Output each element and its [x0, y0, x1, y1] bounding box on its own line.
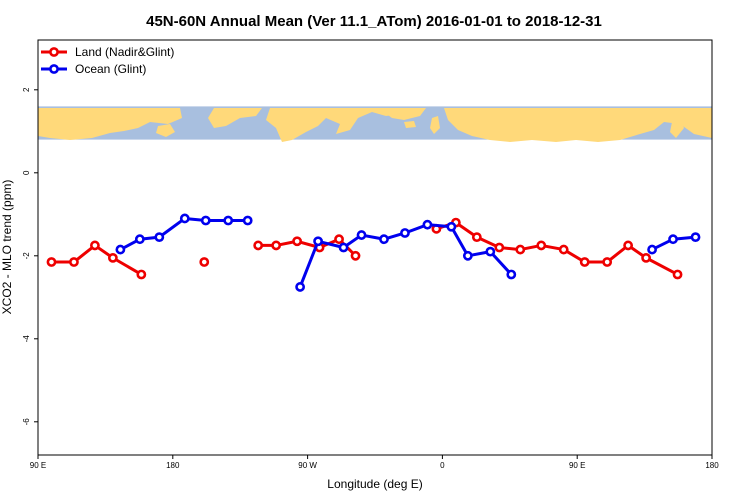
- x-tick-label: 180: [705, 461, 719, 470]
- series-layer: [46, 213, 701, 292]
- data-point-land: [623, 240, 634, 251]
- legend-marker-ocean: [49, 64, 59, 74]
- data-point-ocean: [446, 221, 457, 232]
- y-tick-label: 2: [22, 87, 31, 92]
- data-point-ocean: [338, 242, 349, 253]
- chart-title: 45N-60N Annual Mean (Ver 11.1_ATom) 2016…: [146, 13, 602, 30]
- x-tick-label: 180: [166, 461, 180, 470]
- legend: Land (Nadir&Glint) Ocean (Glint): [41, 45, 174, 76]
- x-axis-title: Longitude (deg E): [327, 477, 422, 491]
- data-point-ocean: [154, 232, 165, 243]
- data-point-ocean: [647, 244, 657, 255]
- data-point-ocean: [485, 246, 496, 257]
- legend-label-land: Land (Nadir&Glint): [75, 45, 174, 59]
- data-point-land: [558, 244, 569, 255]
- data-point-land: [292, 236, 303, 247]
- data-point-land: [350, 250, 361, 261]
- data-point-land: [602, 257, 613, 267]
- data-point-ocean: [462, 250, 473, 261]
- y-tick-label: 0: [22, 170, 31, 175]
- data-point-ocean: [313, 236, 323, 247]
- x-tick-label: 90 W: [298, 461, 317, 470]
- data-point-ocean: [668, 234, 678, 245]
- y-tick-label: -4: [22, 335, 31, 343]
- data-point-ocean: [379, 234, 389, 245]
- x-tick-label: 90 E: [30, 461, 46, 470]
- data-point-ocean: [242, 215, 253, 226]
- y-axis: 2 0 -2 -4 -6: [22, 87, 38, 425]
- data-point-land: [579, 257, 590, 267]
- x-axis: 90 E 180 90 W 0 90 E 180: [30, 455, 719, 470]
- x-tick-label: 0: [440, 461, 445, 470]
- y-tick-label: -2: [22, 252, 31, 260]
- data-point-ocean: [356, 230, 367, 240]
- map-land: [38, 108, 712, 142]
- data-point-land: [199, 257, 210, 267]
- data-point-land: [69, 257, 79, 267]
- data-point-ocean: [134, 234, 145, 245]
- data-point-land: [334, 234, 344, 245]
- data-point-land: [672, 269, 683, 280]
- data-point-land: [271, 240, 282, 251]
- data-point-ocean: [690, 232, 701, 243]
- data-point-land: [46, 257, 57, 267]
- data-point-land: [515, 244, 526, 255]
- data-point-ocean: [400, 228, 410, 238]
- data-point-land: [253, 240, 264, 251]
- map-band: [38, 106, 712, 142]
- data-point-ocean: [295, 282, 306, 292]
- series-line-land: [435, 221, 679, 276]
- data-point-land: [494, 242, 505, 253]
- data-point-ocean: [179, 213, 190, 224]
- data-point-land: [107, 252, 118, 263]
- y-axis-title: XCO2 - MLO trend (ppm): [0, 180, 14, 315]
- data-point-land: [641, 252, 651, 263]
- data-point-land: [136, 269, 147, 280]
- series-land: [46, 217, 683, 280]
- data-point-ocean: [115, 244, 126, 255]
- data-point-ocean: [200, 215, 211, 226]
- data-point-ocean: [422, 219, 433, 230]
- legend-marker-land: [49, 47, 59, 57]
- data-point-land: [536, 240, 547, 251]
- y-tick-label: -6: [22, 418, 31, 426]
- data-point-land: [471, 232, 482, 243]
- series-ocean: [115, 213, 701, 292]
- data-point-ocean: [223, 215, 234, 226]
- legend-label-ocean: Ocean (Glint): [75, 62, 146, 76]
- x-tick-label: 90 E: [569, 461, 585, 470]
- data-point-land: [90, 240, 100, 251]
- data-point-ocean: [506, 269, 517, 280]
- plot-frame: [37, 39, 713, 456]
